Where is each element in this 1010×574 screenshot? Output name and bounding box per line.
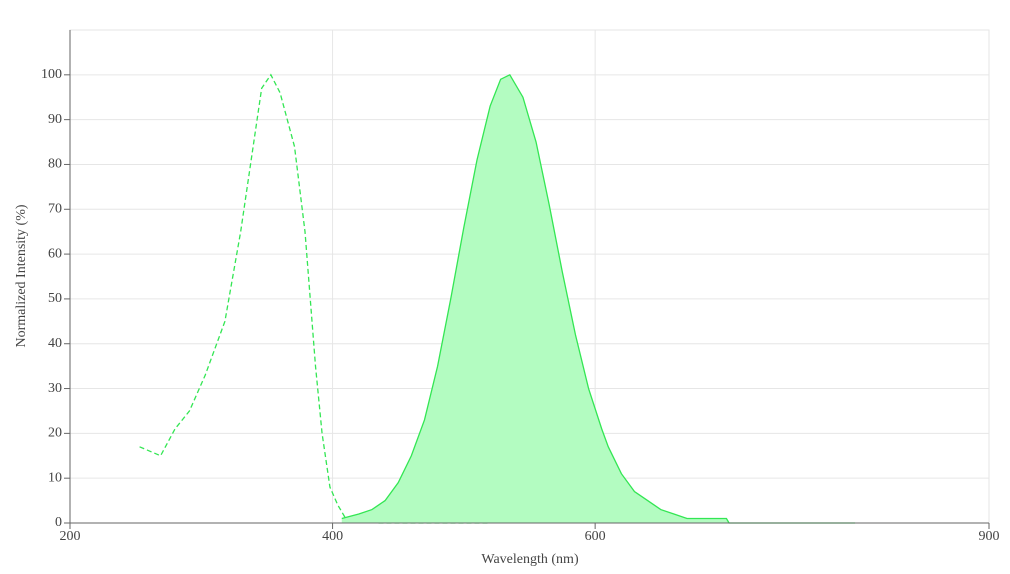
y-tick-label: 90 bbox=[48, 112, 62, 127]
y-tick-label: 30 bbox=[48, 381, 62, 396]
y-tick-label: 70 bbox=[48, 201, 62, 216]
area bbox=[341, 74, 856, 524]
y-tick-label: 0 bbox=[55, 515, 62, 530]
y-axis-label: Normalized Intensity (%) bbox=[14, 204, 29, 347]
y-tick-label: 10 bbox=[48, 470, 62, 485]
y-tick-label: 60 bbox=[48, 246, 62, 261]
y-tick-label: 40 bbox=[48, 336, 62, 351]
y-tick-label: 80 bbox=[48, 157, 62, 172]
x-tick-label: 600 bbox=[585, 529, 606, 544]
line bbox=[341, 73, 856, 524]
y-tick-label: 50 bbox=[48, 291, 62, 306]
x-axis-label: Wavelength (nm) bbox=[481, 552, 579, 567]
x-tick-label: 200 bbox=[60, 529, 81, 544]
y-tick-label: 20 bbox=[48, 426, 62, 441]
y-tick-label: 100 bbox=[41, 67, 62, 82]
line bbox=[139, 73, 491, 524]
x-tick-label: 900 bbox=[979, 529, 1000, 544]
x-tick-label: 400 bbox=[322, 529, 343, 544]
